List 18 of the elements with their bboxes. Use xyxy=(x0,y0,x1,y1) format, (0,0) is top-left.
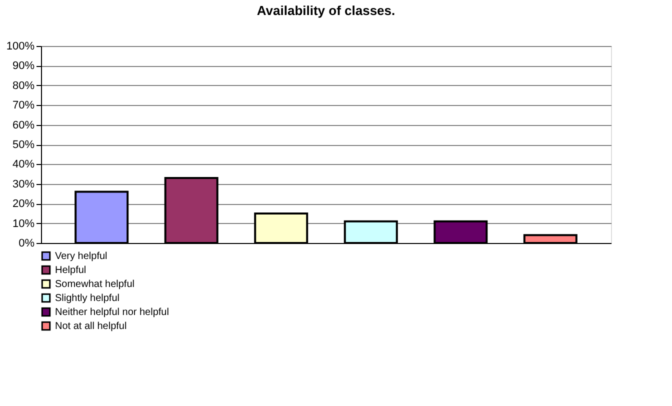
chart-title: Availability of classes. xyxy=(256,3,396,18)
y-tick-label: 50% xyxy=(12,139,35,151)
y-tick-label: 70% xyxy=(12,100,35,112)
legend-label: Not at all helpful xyxy=(55,321,127,332)
legend-label: Helpful xyxy=(55,265,86,276)
y-tick-label: 10% xyxy=(12,218,35,230)
y-tick-label: 60% xyxy=(12,119,35,132)
y-tick-label: 100% xyxy=(6,40,35,52)
legend-label: Neither helpful nor helpful xyxy=(55,307,169,318)
y-tick-label: 40% xyxy=(12,158,35,171)
y-tick-label: 30% xyxy=(12,178,35,190)
y-tick-label: 20% xyxy=(12,198,35,210)
y-tick-label: 0% xyxy=(18,238,35,250)
y-tick-label: 90% xyxy=(12,60,35,72)
legend-label: Slightly helpful xyxy=(55,293,120,304)
y-tick-label: 80% xyxy=(12,80,35,92)
legend-label: Very helpful xyxy=(55,251,108,262)
legend-label: Somewhat helpful xyxy=(55,279,134,290)
